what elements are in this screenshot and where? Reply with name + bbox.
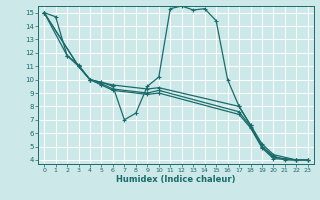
X-axis label: Humidex (Indice chaleur): Humidex (Indice chaleur) (116, 175, 236, 184)
